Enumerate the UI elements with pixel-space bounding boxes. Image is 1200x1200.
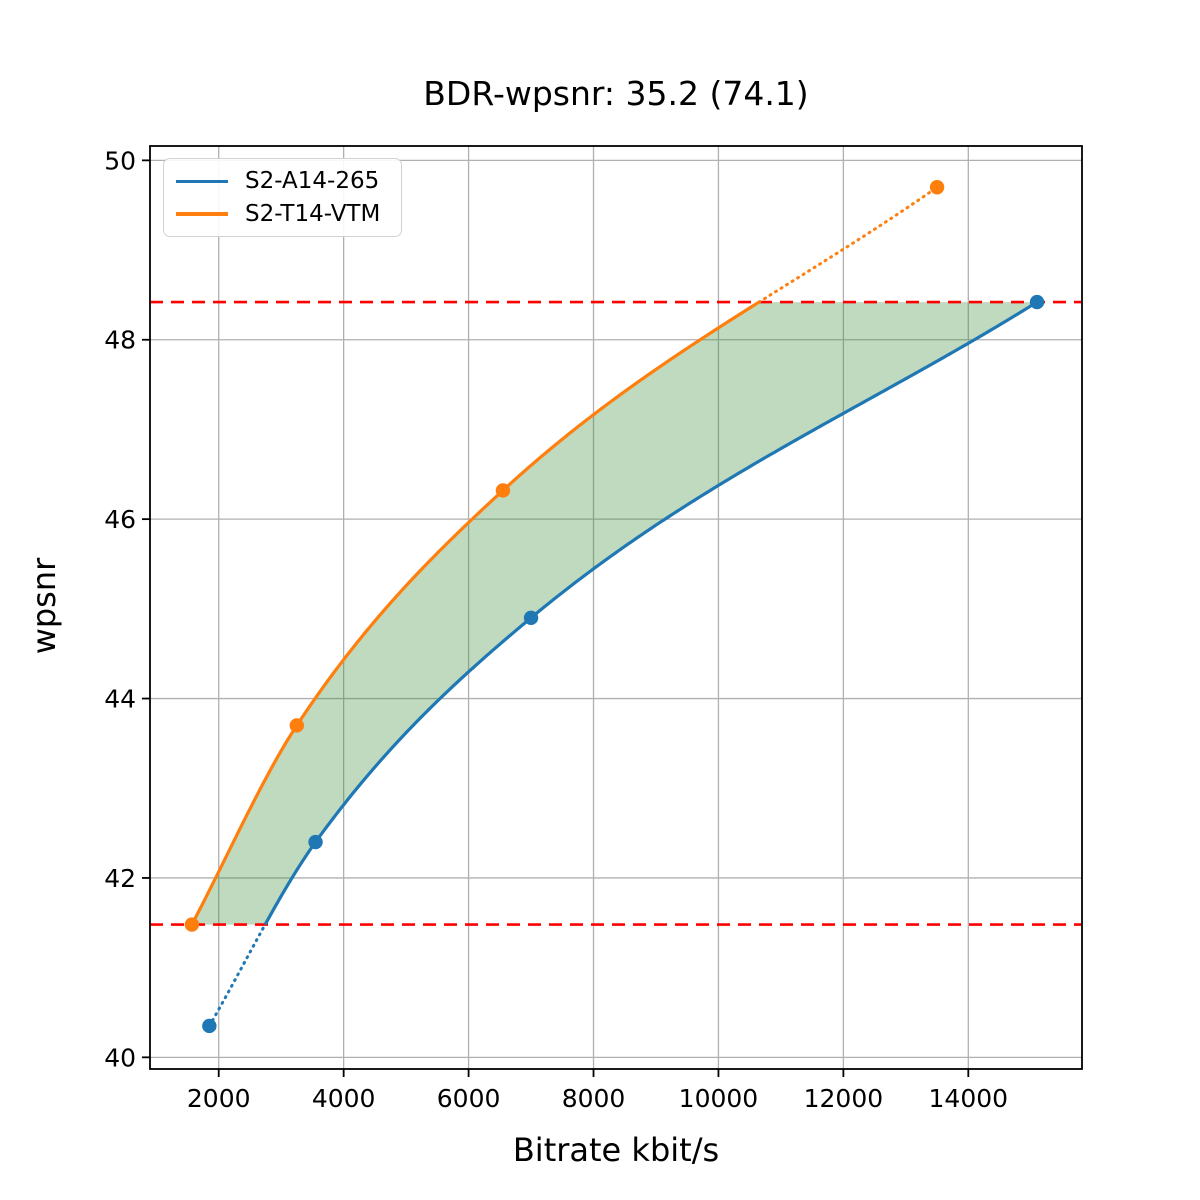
x-tick-label: 8000 <box>562 1084 626 1113</box>
data-point-marker <box>523 610 539 626</box>
y-tick-label: 48 <box>104 326 136 355</box>
x-tick-label: 6000 <box>437 1084 501 1113</box>
y-tick-label: 46 <box>104 505 136 534</box>
data-point-marker <box>1029 294 1045 310</box>
legend-swatch-s2-a14-265 <box>176 179 228 183</box>
data-point-marker <box>308 834 323 850</box>
series-curve-dotted <box>207 923 267 1028</box>
plot-spines <box>149 145 1083 1070</box>
legend-item-s2-t14-vtm: S2-T14-VTM <box>176 201 401 227</box>
x-axis-label: Bitrate kbit/s <box>512 1131 720 1169</box>
legend-item-s2-a14-265: S2-A14-265 <box>176 168 401 194</box>
legend-label-s2-t14-vtm: S2-T14-VTM <box>245 200 381 227</box>
legend-swatch-s2-t14-vtm <box>176 212 228 216</box>
series-curve-dotted <box>757 185 939 304</box>
data-point-marker <box>184 917 200 932</box>
y-tick-label: 42 <box>104 864 136 893</box>
x-tick-label: 4000 <box>312 1084 376 1113</box>
y-axis-label: wpsnr <box>25 557 63 655</box>
y-tick-label: 50 <box>104 146 136 175</box>
data-point-marker <box>929 180 945 195</box>
y-tick-label: 44 <box>104 685 136 714</box>
y-tick-label: 40 <box>104 1043 136 1072</box>
x-tick-label: 10000 <box>679 1084 759 1113</box>
data-point-marker <box>202 1018 217 1034</box>
x-tick-label: 12000 <box>804 1084 884 1113</box>
series-curve-solid <box>190 300 760 926</box>
series-curve-solid <box>263 300 1038 926</box>
data-point-marker <box>495 483 511 498</box>
x-tick-label: 2000 <box>187 1084 251 1113</box>
data-point-marker <box>289 718 304 733</box>
bd-overlap-region <box>191 302 1038 925</box>
legend: S2-A14-265 S2-T14-VTM <box>163 158 402 237</box>
x-tick-label: 14000 <box>929 1084 1009 1113</box>
chart-title: BDR-wpsnr: 35.2 (74.1) <box>423 74 809 113</box>
legend-label-s2-a14-265: S2-A14-265 <box>245 168 380 195</box>
